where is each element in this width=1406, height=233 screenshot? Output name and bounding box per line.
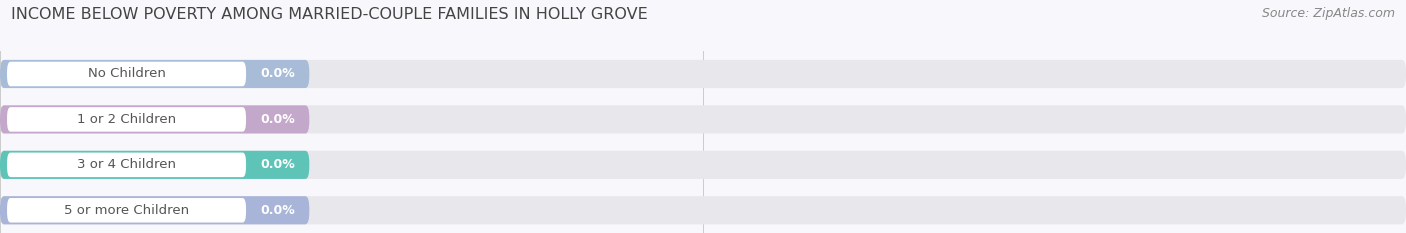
Text: Source: ZipAtlas.com: Source: ZipAtlas.com <box>1261 7 1395 20</box>
Text: No Children: No Children <box>87 68 166 80</box>
Text: 0.0%: 0.0% <box>260 113 295 126</box>
Text: 0.0%: 0.0% <box>260 68 295 80</box>
FancyBboxPatch shape <box>7 153 246 177</box>
FancyBboxPatch shape <box>0 151 309 179</box>
Text: 0.0%: 0.0% <box>260 158 295 171</box>
FancyBboxPatch shape <box>0 196 309 224</box>
Text: 0.0%: 0.0% <box>260 204 295 217</box>
FancyBboxPatch shape <box>7 62 246 86</box>
FancyBboxPatch shape <box>0 105 309 134</box>
FancyBboxPatch shape <box>0 196 1406 224</box>
FancyBboxPatch shape <box>7 107 246 132</box>
FancyBboxPatch shape <box>0 60 1406 88</box>
FancyBboxPatch shape <box>7 198 246 223</box>
FancyBboxPatch shape <box>0 151 1406 179</box>
Text: 1 or 2 Children: 1 or 2 Children <box>77 113 176 126</box>
FancyBboxPatch shape <box>0 105 1406 134</box>
Text: INCOME BELOW POVERTY AMONG MARRIED-COUPLE FAMILIES IN HOLLY GROVE: INCOME BELOW POVERTY AMONG MARRIED-COUPL… <box>11 7 648 22</box>
Text: 3 or 4 Children: 3 or 4 Children <box>77 158 176 171</box>
FancyBboxPatch shape <box>0 60 309 88</box>
Text: 5 or more Children: 5 or more Children <box>65 204 188 217</box>
